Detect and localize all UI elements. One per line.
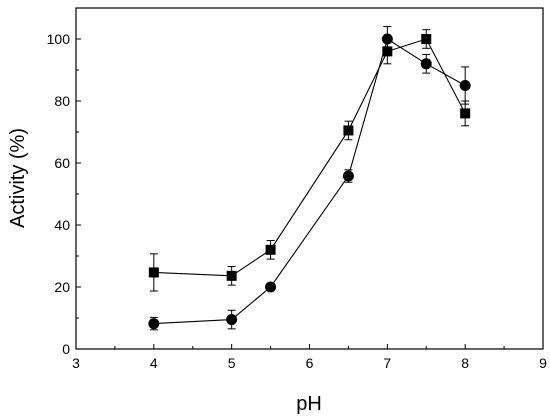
x-tick-label: 3 (72, 355, 80, 371)
circle-marker (148, 318, 160, 330)
square-marker (265, 244, 276, 255)
x-axis-ticks: 3 4 5 6 7 8 9 (72, 344, 547, 371)
series-line (153, 38, 466, 325)
x-tick-label: 4 (150, 355, 158, 371)
circle-marker (459, 80, 471, 91)
square-marker (460, 108, 471, 119)
circle-marker (265, 281, 277, 293)
x-tick-label: 6 (306, 355, 314, 371)
y-tick-label: 80 (54, 93, 70, 109)
y-tick-label: 100 (47, 31, 71, 47)
y-axis-title: Activity (%) (7, 128, 29, 228)
x-axis-title: pH (296, 393, 322, 415)
y-axis-ticks: 0 20 40 60 80 100 (47, 31, 81, 357)
y-tick-label: 40 (54, 217, 70, 233)
square-marker (421, 34, 432, 44)
circle-marker (342, 170, 354, 182)
y-tick-label: 20 (54, 279, 70, 295)
series-square (148, 29, 471, 292)
y-tick-label: 0 (62, 341, 70, 357)
circle-marker (226, 314, 238, 326)
square-marker (343, 125, 354, 136)
series-line (153, 38, 466, 277)
x-tick-label: 7 (383, 355, 391, 371)
square-marker (148, 267, 159, 278)
x-tick-label: 5 (228, 355, 236, 371)
circle-marker (381, 33, 393, 45)
x-tick-label: 8 (461, 355, 469, 371)
square-marker (226, 270, 237, 281)
series-circle (148, 26, 471, 331)
x-tick-label: 9 (539, 355, 547, 371)
plot-frame (75, 7, 544, 350)
y-tick-label: 60 (54, 155, 70, 171)
series-layer (148, 26, 471, 331)
circle-marker (420, 58, 432, 70)
